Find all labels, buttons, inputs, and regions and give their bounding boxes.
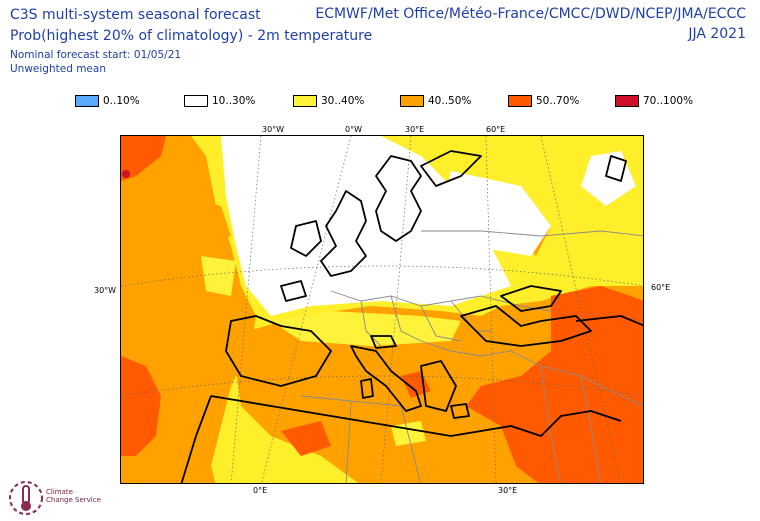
graticule xyxy=(121,136,643,483)
legend-swatch xyxy=(293,95,317,107)
forecast-start-date: Nominal forecast start: 01/05/21 xyxy=(10,49,182,61)
season-label: JJA 2021 xyxy=(688,26,746,42)
legend-swatch xyxy=(508,95,532,107)
legend-item: 40..50% xyxy=(400,95,471,107)
lat-label-right: 60°E xyxy=(651,283,671,292)
map-subtitle: Prob(highest 20% of climatology) - 2m te… xyxy=(10,28,373,44)
legend-swatch xyxy=(75,95,99,107)
logo-line2: Change Service xyxy=(46,496,101,504)
logo-line1: Climate xyxy=(46,488,73,496)
legend-label: 70..100% xyxy=(643,95,694,107)
legend-swatch xyxy=(615,95,639,107)
legend-label: 50..70% xyxy=(536,95,580,107)
lon-label-30e-bottom: 30°E xyxy=(498,486,518,495)
legend-label: 40..50% xyxy=(428,95,472,107)
map-canvas xyxy=(121,136,643,483)
lat-label-left: 30°W xyxy=(94,286,117,295)
legend-item: 70..100% xyxy=(615,95,693,107)
legend-item: 0..10% xyxy=(75,95,140,107)
legend-swatch xyxy=(184,95,208,107)
legend-label: 30..40% xyxy=(321,95,365,107)
legend-label: 0..10% xyxy=(103,95,140,107)
lon-label-0w: 0°W xyxy=(345,125,362,134)
coastlines xyxy=(180,150,643,483)
lon-label-30w: 30°W xyxy=(262,125,285,134)
lon-label-30e-top: 30°E xyxy=(405,125,425,134)
map-title: C3S multi-system seasonal forecast xyxy=(10,7,261,23)
climate-logo-icon xyxy=(9,481,43,515)
logo-text: Climate Change Service xyxy=(46,488,101,504)
copernicus-climate-logo: Climate Change Service xyxy=(4,476,114,518)
mean-type-label: Unweighted mean xyxy=(10,63,106,75)
country-borders xyxy=(300,230,643,483)
lon-label-0e: 0°E xyxy=(253,486,268,495)
lon-label-60e-top: 60°E xyxy=(486,125,506,134)
probability-region-50-70 xyxy=(121,136,643,483)
legend-item: 30..40% xyxy=(293,95,364,107)
probability-legend: 0..10% 10..30% 30..40% 40..50% 50..70% 7… xyxy=(0,95,760,111)
forecast-centres: ECMWF/Met Office/Météo-France/CMCC/DWD/N… xyxy=(315,6,746,22)
probability-region-70-100 xyxy=(122,170,130,178)
probability-map xyxy=(120,135,644,484)
legend-label: 10..30% xyxy=(212,95,256,107)
legend-swatch xyxy=(400,95,424,107)
legend-item: 50..70% xyxy=(508,95,579,107)
legend-item: 10..30% xyxy=(184,95,255,107)
